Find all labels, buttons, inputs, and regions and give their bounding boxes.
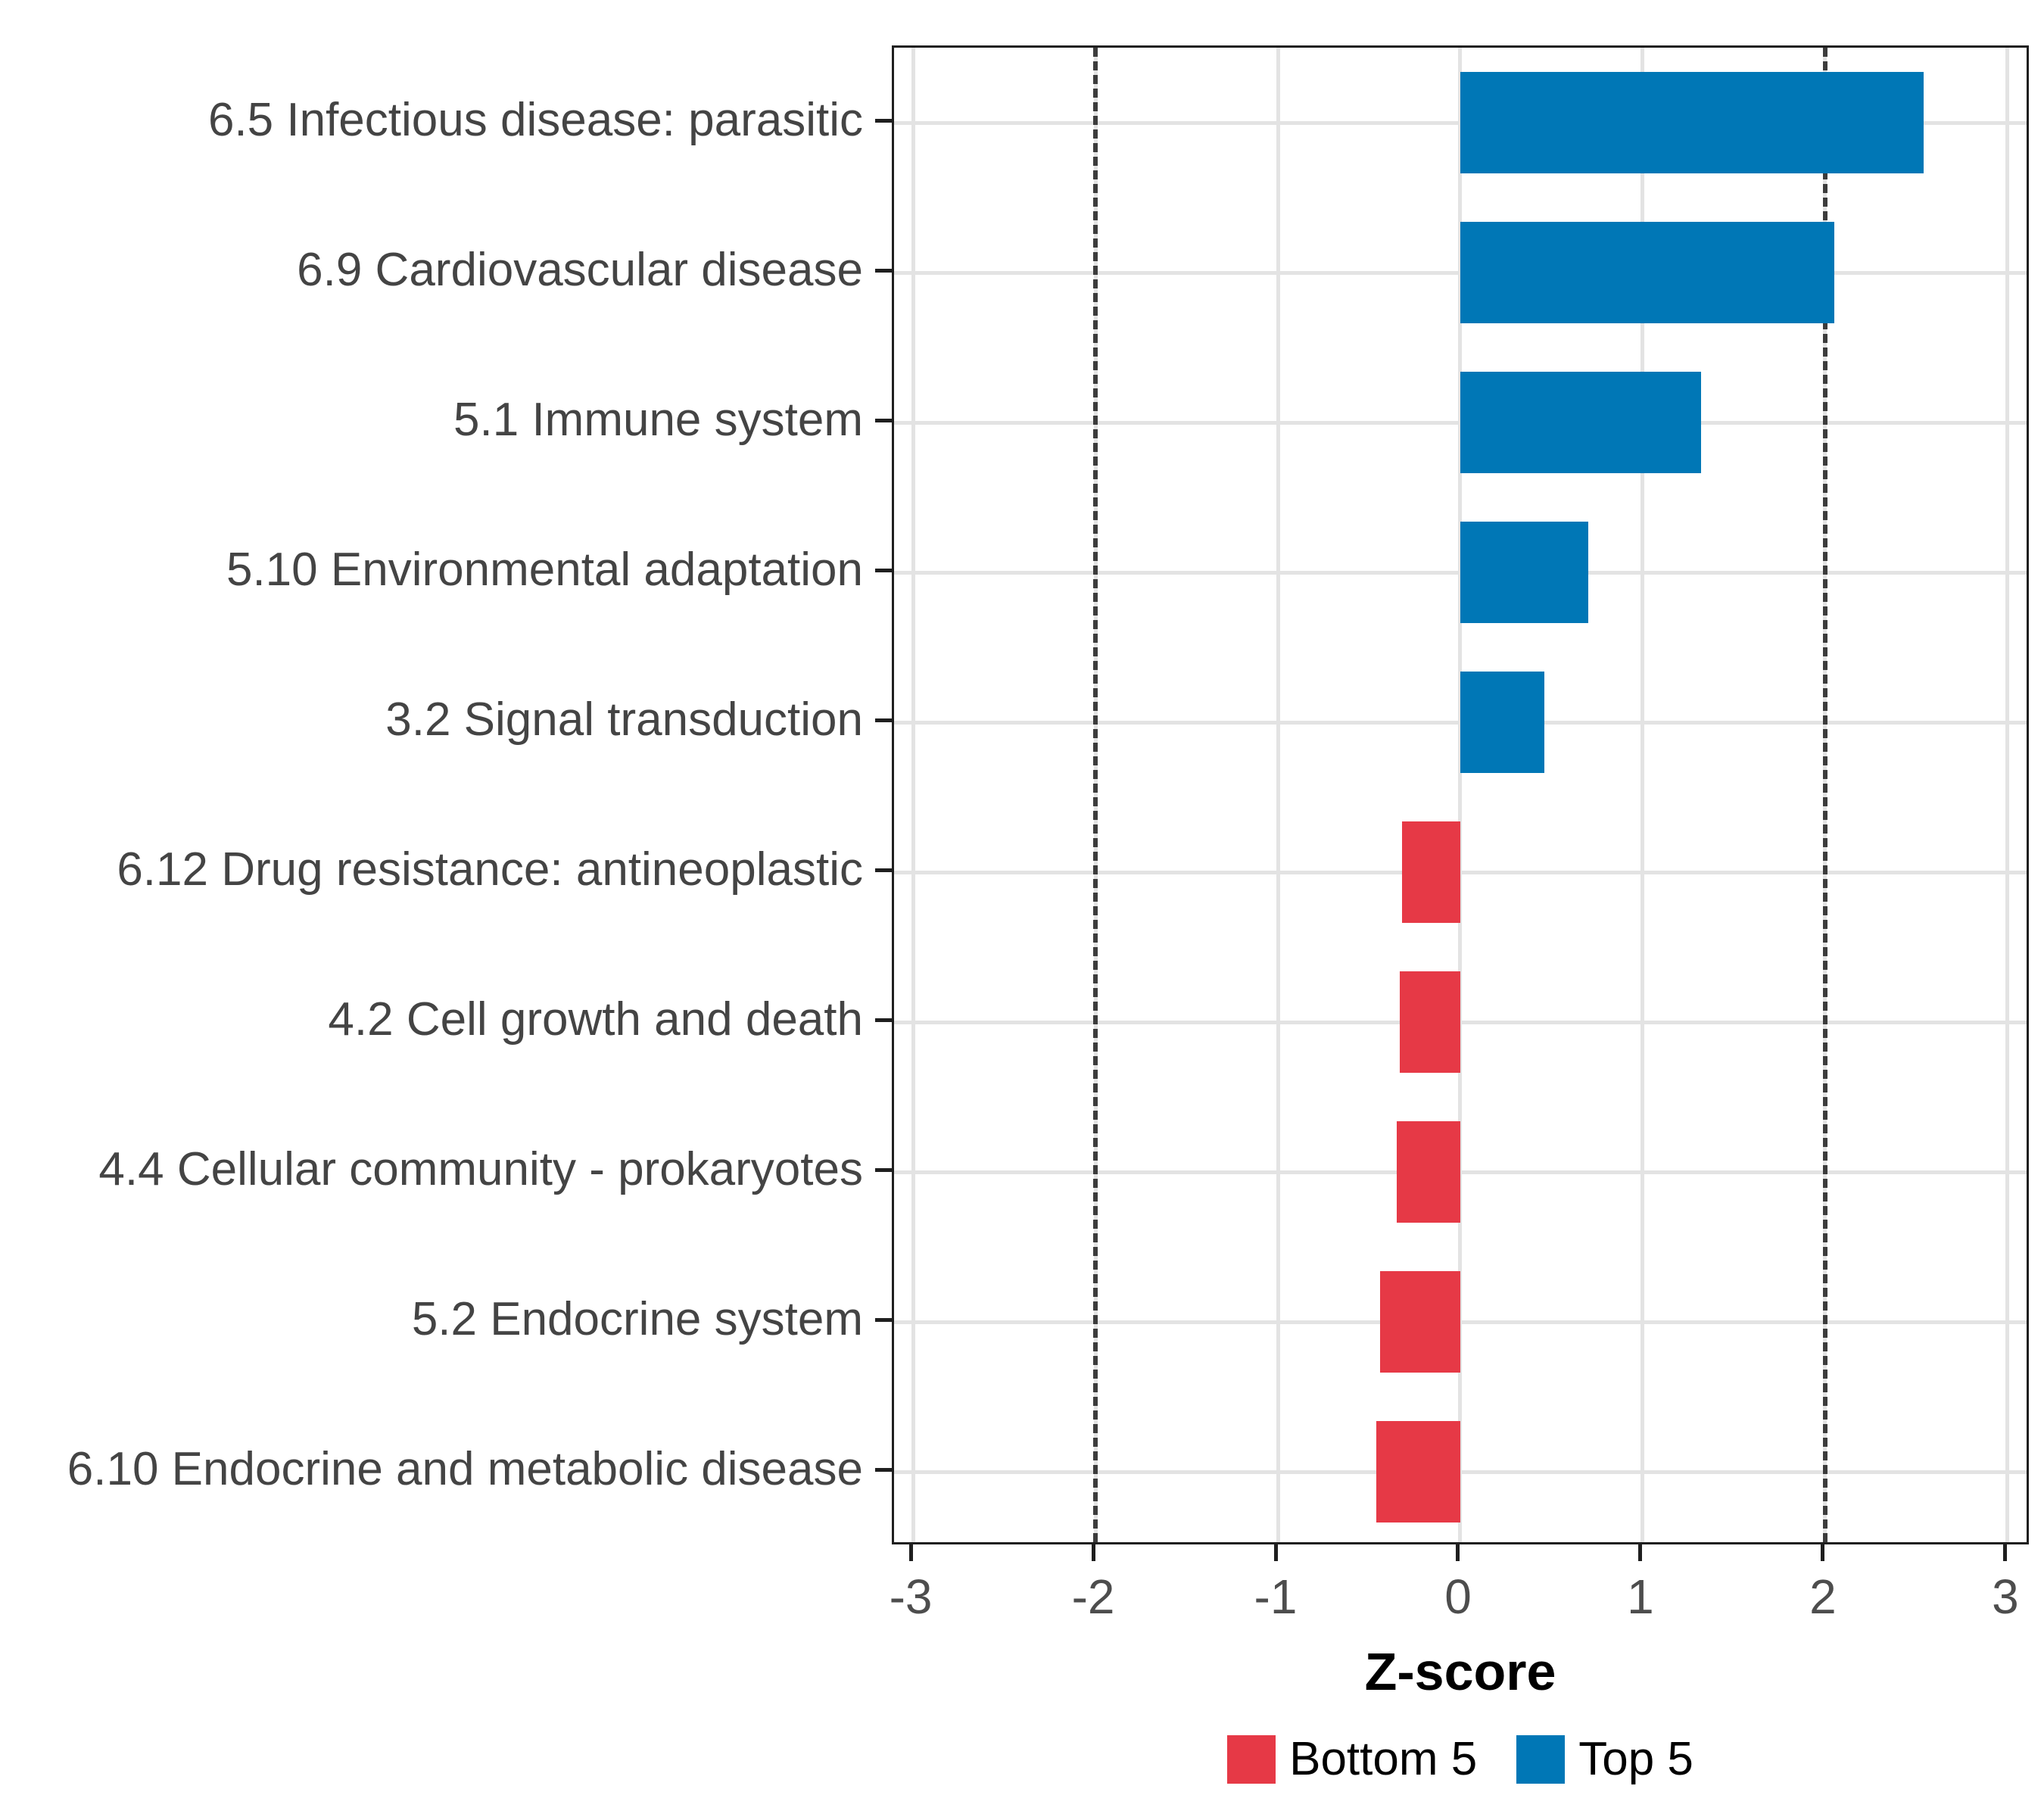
y-axis-tick <box>875 1317 892 1322</box>
y-axis-label: 5.1 Immune system <box>453 394 863 446</box>
bar <box>1460 372 1702 473</box>
gridline-horizontal <box>894 1320 2027 1324</box>
y-axis-tick <box>875 718 892 722</box>
y-axis-tick <box>875 118 892 123</box>
y-axis-tick <box>875 418 892 422</box>
bar <box>1376 1421 1460 1522</box>
y-axis-label: 4.2 Cell growth and death <box>328 993 863 1046</box>
y-axis-tick <box>875 568 892 572</box>
y-axis-label: 6.5 Infectious disease: parasitic <box>207 94 863 146</box>
plot-panel <box>892 45 2029 1544</box>
x-axis-tick-label: -3 <box>889 1569 933 1624</box>
gridline-vertical <box>1276 48 1280 1542</box>
x-axis-tick-label: 3 <box>1992 1569 2019 1624</box>
x-axis-tick <box>1638 1544 1643 1561</box>
y-axis-tick <box>875 1167 892 1172</box>
x-axis-tick-label: -1 <box>1254 1569 1298 1624</box>
gridline-horizontal <box>894 1020 2027 1024</box>
x-axis-tick-label: 2 <box>1809 1569 1837 1624</box>
x-axis-tick-label: 0 <box>1444 1569 1472 1624</box>
gridline-vertical <box>1640 48 1645 1542</box>
bar <box>1379 1271 1460 1373</box>
y-axis-label: 6.10 Endocrine and metabolic disease <box>67 1443 863 1495</box>
bar <box>1396 1121 1460 1223</box>
legend: Bottom 5 Top 5 <box>892 1732 2029 1786</box>
bar <box>1460 72 1924 173</box>
y-axis-label: 5.2 Endocrine system <box>411 1293 863 1345</box>
y-axis-label: 4.4 Cellular community - prokaryotes <box>98 1143 863 1195</box>
x-axis-tick-label: 1 <box>1627 1569 1654 1624</box>
legend-label: Bottom 5 <box>1289 1733 1478 1785</box>
bar <box>1400 971 1460 1073</box>
x-axis-tick <box>908 1544 913 1561</box>
legend-label: Top 5 <box>1578 1733 1693 1785</box>
gridline-horizontal <box>894 870 2027 874</box>
legend-swatch <box>1227 1734 1276 1784</box>
x-axis-tick <box>1273 1544 1278 1561</box>
bar <box>1460 222 1834 323</box>
reference-line <box>1093 48 1098 1542</box>
bar <box>1460 672 1544 773</box>
legend-swatch <box>1516 1734 1566 1784</box>
y-axis-label: 5.10 Environmental adaptation <box>226 544 863 596</box>
x-axis-tick <box>1091 1544 1095 1561</box>
y-axis-tick <box>875 1018 892 1022</box>
gridline-horizontal <box>894 1469 2027 1474</box>
y-axis-tick <box>875 868 892 872</box>
y-axis-label: 3.2 Signal transduction <box>385 693 863 746</box>
gridline-vertical <box>2005 48 2010 1542</box>
bar <box>1401 821 1460 923</box>
reference-line <box>1822 48 1827 1542</box>
x-axis-tick <box>1821 1544 1825 1561</box>
y-axis-tick <box>875 268 892 273</box>
y-axis-label: 6.12 Drug resistance: antineoplastic <box>117 843 863 896</box>
gridline-horizontal <box>894 1170 2027 1174</box>
y-axis-tick <box>875 1467 892 1472</box>
x-axis-tick-label: -2 <box>1071 1569 1115 1624</box>
gridline-vertical <box>1458 48 1463 1542</box>
x-axis-tick <box>1456 1544 1460 1561</box>
y-axis-label: 6.9 Cardiovascular disease <box>297 244 863 296</box>
bar <box>1460 522 1588 623</box>
x-axis-tick <box>2003 1544 2008 1561</box>
x-axis-title: Z-score <box>1364 1642 1556 1701</box>
gridline-vertical <box>911 48 915 1542</box>
legend-entry: Top 5 <box>1516 1732 1693 1786</box>
legend-entry: Bottom 5 <box>1227 1732 1477 1786</box>
